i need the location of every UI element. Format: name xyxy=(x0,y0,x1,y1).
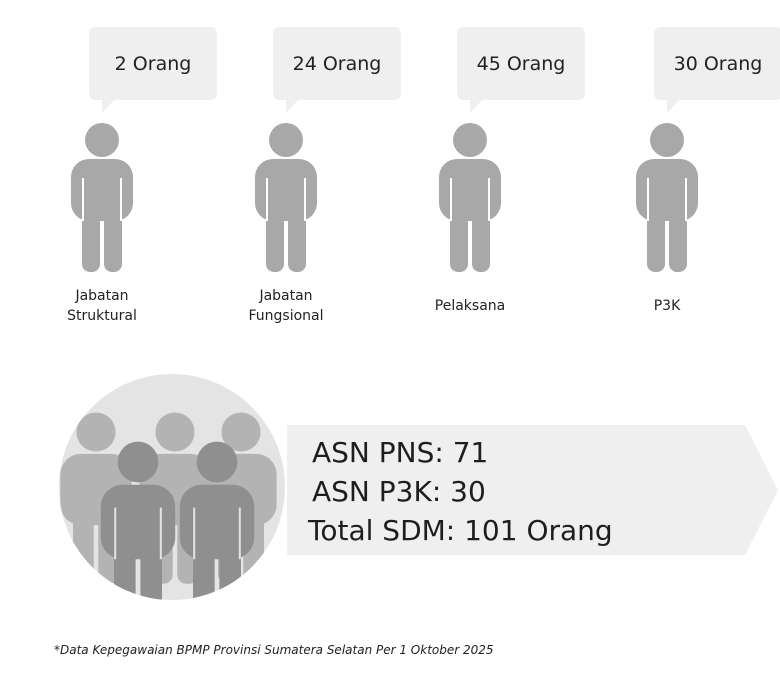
speech-bubble xyxy=(89,27,217,113)
summary-line: ASN P3K: 30 xyxy=(312,475,486,508)
person-leg xyxy=(114,534,136,600)
summary-line: ASN PNS: 71 xyxy=(312,436,488,469)
crowd-icon xyxy=(60,412,277,600)
person-head xyxy=(269,123,303,157)
speech-bubble xyxy=(273,27,401,113)
count-label: 24 Orang xyxy=(293,53,382,75)
role-label: Struktural xyxy=(67,308,137,324)
person-leg xyxy=(73,501,94,584)
person-leg xyxy=(140,534,162,600)
person-torso xyxy=(100,484,176,560)
person-torso xyxy=(71,159,133,221)
count-label: 30 Orang xyxy=(674,53,763,75)
person-head xyxy=(155,412,195,452)
person-head xyxy=(650,123,684,157)
role-label: Jabatan xyxy=(258,288,312,304)
count-label: 45 Orang xyxy=(477,53,566,75)
footnote: *Data Kepegawaian BPMP Provinsi Sumatera… xyxy=(54,643,494,657)
role-label: Jabatan xyxy=(74,288,128,304)
group-card: 30 Orang P3K xyxy=(636,27,780,314)
group-card: 45 Orang Pelaksana xyxy=(435,27,585,314)
person-torso xyxy=(439,159,501,221)
role-label: Fungsional xyxy=(248,308,323,324)
person-leg xyxy=(288,200,306,272)
person-leg xyxy=(219,534,241,600)
person-leg xyxy=(82,200,100,272)
summary-line: Total SDM: 101 Orang xyxy=(307,514,613,547)
group-card: 2 Orang Jabatan Struktural xyxy=(67,27,217,324)
person-leg xyxy=(472,200,490,272)
speech-bubble xyxy=(654,27,780,113)
person-leg xyxy=(266,200,284,272)
person-head xyxy=(453,123,487,157)
role-label: P3K xyxy=(654,298,681,314)
speech-bubble xyxy=(457,27,585,113)
person-head xyxy=(221,412,261,452)
person-torso xyxy=(179,484,255,560)
person-torso xyxy=(636,159,698,221)
person-head xyxy=(196,441,238,483)
role-label: Pelaksana xyxy=(435,298,505,314)
person-head xyxy=(117,441,159,483)
count-label: 2 Orang xyxy=(115,53,192,75)
person-leg xyxy=(104,200,122,272)
person-torso xyxy=(255,159,317,221)
person-head xyxy=(85,123,119,157)
person-leg xyxy=(647,200,665,272)
person-leg xyxy=(450,200,468,272)
group-card: 24 Orang Jabatan Fungsional xyxy=(248,27,401,324)
groups-row: 2 Orang Jabatan Struktural 24 Orang Jabatan F… xyxy=(67,27,780,324)
person-leg xyxy=(193,534,215,600)
staff-group xyxy=(59,374,285,600)
person-leg xyxy=(669,200,687,272)
summary-arrow xyxy=(287,425,778,555)
person-head xyxy=(76,412,116,452)
